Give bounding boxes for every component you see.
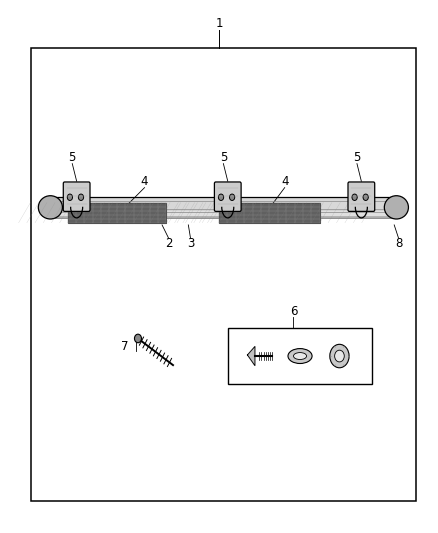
FancyBboxPatch shape: [63, 182, 90, 212]
Bar: [31, 48, 416, 501]
Circle shape: [78, 194, 84, 200]
Bar: [50, 197, 396, 217]
Text: 3: 3: [187, 237, 194, 250]
Text: 7: 7: [121, 340, 129, 353]
Ellipse shape: [288, 349, 312, 364]
Text: 5: 5: [353, 151, 360, 164]
Ellipse shape: [38, 196, 62, 219]
Circle shape: [219, 194, 224, 200]
Text: 4: 4: [141, 175, 148, 188]
FancyBboxPatch shape: [348, 182, 374, 212]
Circle shape: [134, 334, 141, 343]
Circle shape: [230, 194, 235, 200]
Circle shape: [67, 194, 73, 200]
Bar: [228, 328, 372, 384]
Text: 6: 6: [290, 305, 297, 318]
Circle shape: [352, 194, 357, 200]
Bar: [68, 203, 166, 223]
Ellipse shape: [293, 353, 307, 359]
Circle shape: [335, 350, 344, 362]
Circle shape: [330, 344, 349, 368]
Bar: [219, 203, 320, 223]
Text: 8: 8: [395, 237, 402, 250]
Text: 5: 5: [220, 151, 227, 164]
Text: 5: 5: [69, 151, 76, 164]
Text: 4: 4: [281, 175, 289, 188]
Text: 1: 1: [215, 18, 223, 30]
Ellipse shape: [384, 196, 408, 219]
Text: 2: 2: [165, 237, 173, 250]
Polygon shape: [247, 346, 255, 366]
FancyBboxPatch shape: [49, 212, 397, 219]
Circle shape: [363, 194, 368, 200]
FancyBboxPatch shape: [49, 210, 397, 217]
FancyBboxPatch shape: [214, 182, 241, 212]
